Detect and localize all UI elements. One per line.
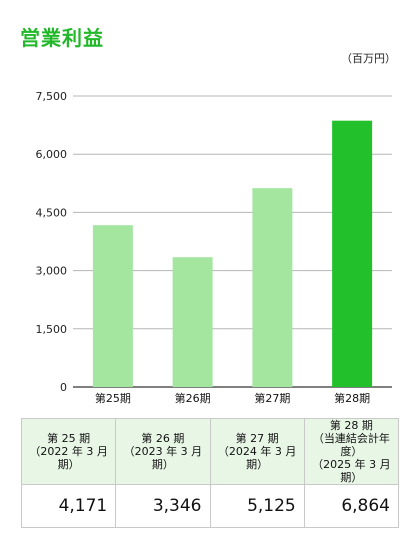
bar-chart: 01,5003,0004,5006,0007,500 第25期 第26期 第27期第… bbox=[36, 90, 392, 405]
bar bbox=[172, 257, 213, 387]
table-header-cell: 第 26 期 （2023 年 3 月期） bbox=[115, 418, 211, 485]
bar bbox=[332, 120, 373, 387]
unit-label: （百万円） bbox=[341, 52, 396, 65]
y-axis-ticks: 0 1,500 3,000 4,500 6,000 7,500 bbox=[36, 90, 68, 394]
table-header-row: 第 25 期 （2022 年 3 月期） 第 26 期 （2023 年 3 月期… bbox=[20, 418, 400, 485]
chart-title: 営業利益 bbox=[20, 26, 104, 50]
data-table: 第 25 期 （2022 年 3 月期） 第 26 期 （2023 年 3 月期… bbox=[20, 418, 400, 528]
bar bbox=[92, 225, 133, 387]
x-tick-label: 第26期 bbox=[175, 391, 211, 405]
table-value-cell: 6,864 bbox=[303, 484, 400, 528]
y-tick-label: 4,500 bbox=[36, 206, 68, 219]
table-header-cell: 第 25 期 （2022 年 3 月期） bbox=[20, 418, 117, 485]
table-header-cell: 第 27 期 （2024 年 3 月期） bbox=[209, 418, 305, 485]
y-tick-label: 6,000 bbox=[36, 148, 68, 161]
y-tick-label: 1,500 bbox=[36, 323, 68, 336]
table-row: 4,171 3,346 5,125 6,864 bbox=[20, 484, 400, 528]
x-tick-label: 第25期 bbox=[95, 391, 131, 405]
table-value-cell: 3,346 bbox=[115, 484, 211, 528]
bars bbox=[92, 120, 373, 387]
y-tick-label: 3,000 bbox=[36, 265, 68, 278]
bar bbox=[252, 188, 293, 387]
y-tick-label: 0 bbox=[60, 381, 67, 394]
table-header-cell: 第 28 期 （当連結会計年度） （2025 年 3 月期） bbox=[303, 418, 400, 485]
table-value-cell: 5,125 bbox=[209, 484, 305, 528]
x-tick-label: 第28期 bbox=[334, 391, 370, 405]
x-tick-label: 第27期 bbox=[254, 391, 290, 405]
y-tick-label: 7,500 bbox=[36, 90, 68, 103]
table-value-cell: 4,171 bbox=[20, 484, 117, 528]
x-axis-ticks: 第25期 第26期 第27期 第28期 bbox=[95, 391, 370, 405]
